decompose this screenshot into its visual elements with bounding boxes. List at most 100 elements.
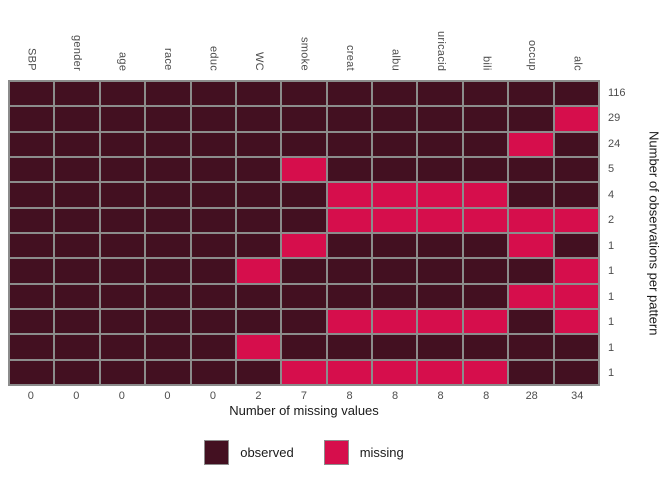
pattern-count: 1 — [608, 239, 615, 252]
pattern-cell — [327, 234, 372, 258]
pattern-cell — [463, 208, 508, 232]
column-label: gender — [70, 34, 83, 71]
pattern-count-axis: 116 29 24 5 4 2 1 1 1 1 1 1 — [608, 80, 642, 386]
pattern-count: 1 — [608, 367, 615, 380]
missing-count: 0 — [209, 390, 216, 402]
pattern-cell — [236, 259, 281, 283]
pattern-cell — [10, 132, 54, 156]
pattern-cell — [463, 335, 508, 359]
pattern-cell — [418, 360, 462, 384]
pattern-cell — [100, 107, 145, 131]
pattern-cell — [418, 259, 462, 283]
pattern-cell — [509, 158, 553, 182]
column-label: occup — [526, 40, 539, 71]
pattern-cell — [100, 234, 145, 258]
pattern-cell — [418, 132, 462, 156]
pattern-cell — [55, 284, 99, 308]
missing-count: 0 — [118, 390, 125, 402]
pattern-cell — [373, 335, 417, 359]
pattern-cell — [509, 82, 553, 106]
pattern-count: 1 — [608, 265, 615, 278]
pattern-cell — [10, 259, 54, 283]
pattern-cell — [327, 132, 372, 156]
pattern-cell — [463, 259, 508, 283]
pattern-cell — [463, 284, 508, 308]
pattern-cell — [282, 158, 326, 182]
pattern-grid — [8, 80, 600, 386]
pattern-cell — [191, 259, 235, 283]
pattern-cell — [418, 107, 462, 131]
pattern-cell — [509, 132, 553, 156]
pattern-cell — [236, 310, 281, 334]
pattern-cell — [373, 132, 417, 156]
pattern-cell — [191, 158, 235, 182]
pattern-cell — [236, 107, 281, 131]
pattern-cell — [55, 132, 99, 156]
column-label: race — [161, 48, 174, 71]
pattern-cell — [146, 183, 190, 207]
missing-count: 2 — [255, 390, 262, 402]
pattern-cell — [554, 335, 598, 359]
pattern-cell — [55, 310, 99, 334]
pattern-cell — [463, 107, 508, 131]
pattern-cell — [327, 360, 372, 384]
pattern-cell — [373, 208, 417, 232]
pattern-cell — [554, 208, 598, 232]
pattern-cell — [327, 158, 372, 182]
pattern-cell — [373, 284, 417, 308]
pattern-cell — [100, 208, 145, 232]
column-label: educ — [207, 45, 220, 71]
pattern-cell — [146, 208, 190, 232]
pattern-count: 29 — [608, 112, 621, 125]
pattern-cell — [10, 360, 54, 384]
missing-count: 34 — [571, 390, 584, 402]
pattern-count: 1 — [608, 316, 615, 329]
pattern-cell — [373, 158, 417, 182]
pattern-cell — [10, 284, 54, 308]
pattern-cell — [554, 259, 598, 283]
pattern-cell — [463, 360, 508, 384]
pattern-cell — [10, 183, 54, 207]
pattern-cell — [509, 310, 553, 334]
pattern-cell — [282, 259, 326, 283]
pattern-cell — [191, 183, 235, 207]
pattern-cell — [100, 284, 145, 308]
pattern-cell — [282, 234, 326, 258]
pattern-cell — [55, 208, 99, 232]
pattern-cell — [463, 82, 508, 106]
pattern-cell — [146, 132, 190, 156]
pattern-cell — [100, 259, 145, 283]
pattern-cell — [554, 310, 598, 334]
legend-label-missing: missing — [359, 444, 404, 460]
pattern-cell — [282, 107, 326, 131]
pattern-cell — [327, 183, 372, 207]
missing-count-axis: 0 0 0 0 0 2 7 8 8 8 8 28 34 — [8, 389, 600, 403]
pattern-cell — [236, 183, 281, 207]
pattern-cell — [463, 132, 508, 156]
pattern-cell — [509, 360, 553, 384]
pattern-cell — [282, 335, 326, 359]
y-axis-title-text: Number of observations per pattern — [646, 130, 662, 336]
pattern-cell — [418, 284, 462, 308]
pattern-cell — [191, 310, 235, 334]
pattern-cell — [373, 310, 417, 334]
pattern-cell — [282, 208, 326, 232]
pattern-cell — [509, 284, 553, 308]
pattern-cell — [10, 158, 54, 182]
missing-swatch — [323, 439, 349, 465]
pattern-cell — [554, 132, 598, 156]
missing-count: 7 — [300, 390, 308, 402]
pattern-cell — [373, 360, 417, 384]
pattern-cell — [509, 107, 553, 131]
pattern-cell — [282, 284, 326, 308]
pattern-cell — [236, 158, 281, 182]
pattern-cell — [418, 310, 462, 334]
pattern-cell — [100, 158, 145, 182]
pattern-cell — [100, 310, 145, 334]
column-label: WC — [252, 52, 265, 71]
pattern-cell — [55, 335, 99, 359]
missing-count: 8 — [437, 390, 444, 402]
pattern-cell — [463, 234, 508, 258]
pattern-cell — [554, 234, 598, 258]
